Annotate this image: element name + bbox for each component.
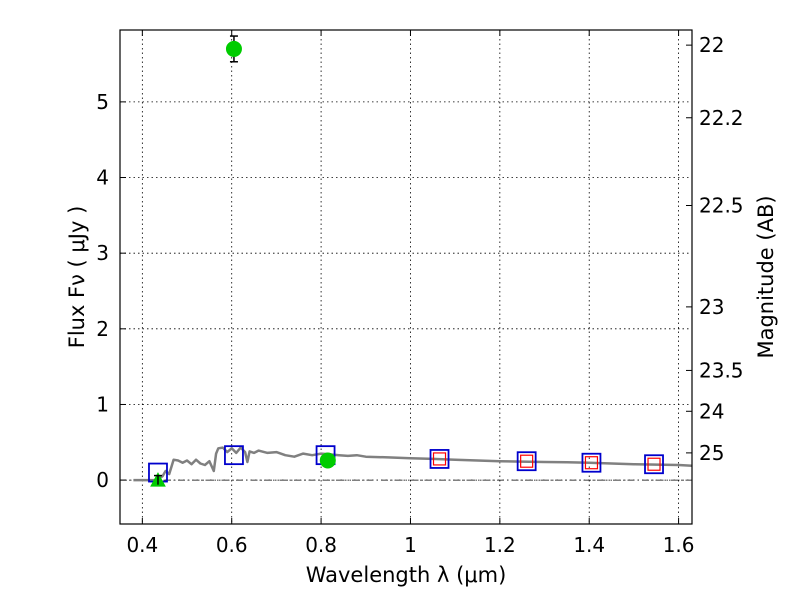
x-tick-label: 0.4 bbox=[126, 533, 158, 557]
model-photometry-square bbox=[224, 445, 244, 466]
model-photometry-inner-square bbox=[647, 457, 661, 471]
model-photometry-inner-square bbox=[520, 454, 534, 468]
model-photometry-inner-square bbox=[432, 452, 447, 466]
series-layer bbox=[133, 35, 693, 487]
plot-background bbox=[120, 30, 692, 524]
ticks bbox=[120, 30, 692, 524]
y-tick-label: 3 bbox=[96, 241, 109, 265]
grid bbox=[120, 30, 692, 524]
y2-tick-label: 22 bbox=[699, 33, 724, 57]
observed-flux-point bbox=[319, 452, 336, 469]
x-tick-label: 0.8 bbox=[305, 533, 337, 557]
y2-axis-title: Magnitude (AB) bbox=[754, 195, 778, 358]
y2-tick-label: 23 bbox=[699, 295, 724, 319]
x-tick-label: 1.4 bbox=[573, 533, 605, 557]
x-tick-label: 1.2 bbox=[484, 533, 516, 557]
observed-flux-point bbox=[225, 40, 242, 57]
y2-tick-labels: 22 22.2 22.5 23 23.5 24 25 bbox=[699, 33, 744, 465]
x-tick-label: 1.6 bbox=[663, 533, 695, 557]
y2-tick-label: 23.5 bbox=[699, 358, 744, 382]
y2-tick-label: 24 bbox=[699, 399, 724, 423]
model-photometry-square bbox=[516, 451, 537, 472]
model-photometry-square bbox=[581, 452, 602, 473]
x-tick-label: 0.6 bbox=[216, 533, 248, 557]
model-photometry-square bbox=[644, 454, 664, 475]
x-tick-labels: 0.4 0.6 0.8 1 1.2 1.4 1.6 bbox=[126, 533, 694, 557]
y2-tick-label: 22.5 bbox=[699, 194, 744, 218]
model-photometry-inner-square bbox=[584, 456, 599, 470]
y2-tick-label: 25 bbox=[699, 441, 724, 465]
y-tick-label: 4 bbox=[96, 166, 109, 190]
x-axis-title: Wavelength λ (μm) bbox=[306, 563, 507, 587]
model-photometry-square bbox=[429, 449, 450, 469]
y2-tick-label: 22.2 bbox=[699, 106, 744, 130]
y-tick-label: 5 bbox=[96, 90, 109, 114]
y-tick-label: 0 bbox=[96, 468, 109, 492]
y-tick-label: 2 bbox=[96, 317, 109, 341]
y-axis-title: Flux Fν ( μJy ) bbox=[65, 206, 89, 349]
y-tick-label: 1 bbox=[96, 392, 109, 416]
y-tick-labels: 0 1 2 3 4 5 bbox=[96, 90, 109, 492]
plot-frame bbox=[119, 29, 693, 525]
model-sed-line bbox=[133, 446, 693, 482]
x-tick-label: 1 bbox=[404, 533, 417, 557]
